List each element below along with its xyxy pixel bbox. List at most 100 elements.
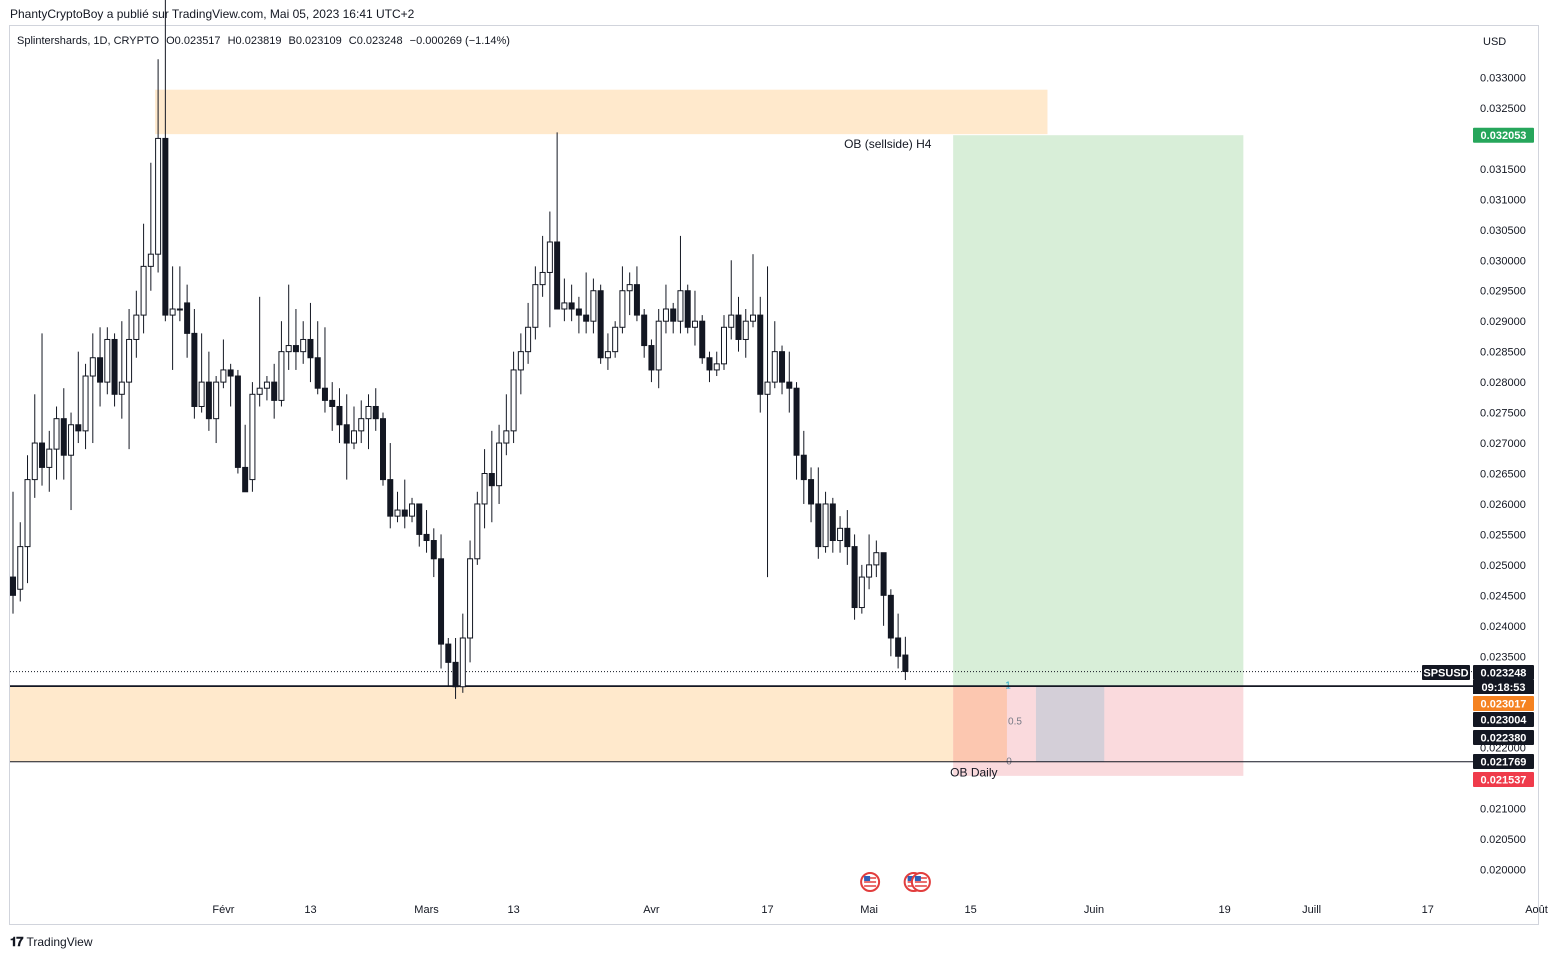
price-tag-0: 0.032053 <box>1473 127 1534 143</box>
candle-body-66 <box>488 473 495 487</box>
candle-body-43 <box>321 387 328 401</box>
candle-body-59 <box>438 558 445 645</box>
zone-overlap <box>953 685 1007 762</box>
footer-brand: TradingView <box>26 935 93 949</box>
candle-body-94 <box>691 320 698 328</box>
y-tick-19: 0.029500 <box>1480 286 1526 298</box>
y-tick-16: 0.028000 <box>1480 377 1526 389</box>
y-tick-21: 0.030500 <box>1480 225 1526 237</box>
candle-body-6 <box>53 418 60 450</box>
price-tag-1: 0.023248 SPSUSD 09:18:53 <box>1422 665 1534 694</box>
candle-body-108 <box>793 387 800 456</box>
candle-body-15 <box>118 381 125 395</box>
candle-body-105 <box>771 351 778 383</box>
candle-body-52 <box>387 479 394 517</box>
x-tick-7: 15 <box>965 904 977 916</box>
x-tick-0: Févr <box>212 904 234 916</box>
y-tick-13: 0.026500 <box>1480 469 1526 481</box>
candle-body-89 <box>655 320 662 371</box>
fib-label-0-5: 0.5 <box>1008 717 1022 728</box>
candle-body-72 <box>532 284 539 328</box>
candle-body-4 <box>39 442 46 468</box>
candle-body-79 <box>583 314 590 322</box>
candle-body-13 <box>104 338 111 383</box>
candle-body-68 <box>503 430 510 444</box>
candle-body-77 <box>568 302 575 310</box>
axis-currency: USD <box>1483 36 1506 48</box>
candle-body-35 <box>263 381 270 389</box>
y-tick-23: 0.031500 <box>1480 164 1526 176</box>
candle-body-14 <box>111 338 118 395</box>
candle-body-119 <box>873 552 880 566</box>
candle-body-1 <box>17 546 24 590</box>
candle-body-29 <box>220 369 227 383</box>
candle-body-3 <box>31 442 38 481</box>
chart-frame[interactable] <box>9 25 1539 925</box>
candle-body-38 <box>285 345 292 353</box>
candle-body-65 <box>481 473 488 505</box>
position-profit-zone <box>953 135 1244 686</box>
candle-body-10 <box>82 375 89 432</box>
tradingview-logo-icon[interactable]: 𝟏𝟕 <box>10 934 24 949</box>
x-tick-10: Juill <box>1302 904 1321 916</box>
candle-body-34 <box>256 387 263 395</box>
candle-body-95 <box>699 320 706 359</box>
y-tick-9: 0.024500 <box>1480 590 1526 602</box>
candle-body-92 <box>677 290 684 322</box>
candle-body-28 <box>213 381 220 420</box>
candle-body-113 <box>829 503 836 542</box>
candle-body-46 <box>343 424 350 444</box>
candle-body-83 <box>612 326 619 353</box>
candle-body-84 <box>619 290 626 328</box>
candle-body-22 <box>169 308 176 316</box>
candle-body-8 <box>68 424 75 456</box>
candle-body-53 <box>394 509 401 517</box>
y-tick-10: 0.025000 <box>1480 560 1526 572</box>
y-tick-2: 0.021000 <box>1480 804 1526 816</box>
candle-body-78 <box>575 308 582 316</box>
candle-body-51 <box>380 418 387 481</box>
candle-body-64 <box>474 503 481 560</box>
candle-body-12 <box>97 357 104 383</box>
price-tag-6: 0.021537 <box>1473 772 1534 787</box>
footer: 𝟏𝟕 TradingView <box>10 934 93 950</box>
price-tag-label-3: 0.023004 <box>1481 715 1528 727</box>
candle-body-16 <box>126 338 133 383</box>
zone-label-sellside: OB (sellside) H4 <box>844 137 932 151</box>
candle-body-5 <box>46 448 53 468</box>
zone-1 <box>10 685 954 762</box>
legend-symbol[interactable]: Splintershards, 1D, CRYPTO <box>17 35 160 47</box>
candle-body-56 <box>416 503 423 535</box>
candle-body-100 <box>735 314 742 340</box>
y-tick-17: 0.028500 <box>1480 347 1526 359</box>
candle-body-112 <box>822 503 829 548</box>
y-tick-4: 0.022000 <box>1480 743 1526 755</box>
price-tag-label-2: 0.023017 <box>1481 699 1527 711</box>
candle-body-57 <box>423 533 430 542</box>
candle-body-73 <box>539 271 546 286</box>
candle-body-21 <box>162 137 169 316</box>
candle-body-70 <box>517 351 524 371</box>
fib-box <box>1035 685 1105 762</box>
x-tick-9: 19 <box>1218 904 1230 916</box>
y-tick-25: 0.032500 <box>1480 103 1526 115</box>
y-tick-20: 0.030000 <box>1480 255 1526 267</box>
x-tick-1: 13 <box>304 904 316 916</box>
legend-high: H0.023819 <box>227 35 282 47</box>
candle-body-36 <box>271 381 278 401</box>
candle-body-58 <box>430 540 437 560</box>
candle-body-62 <box>459 637 466 688</box>
candle-body-55 <box>409 503 416 517</box>
candle-body-75 <box>554 241 561 310</box>
candle-body-102 <box>750 314 757 322</box>
x-tick-11: 17 <box>1422 904 1434 916</box>
candle-body-31 <box>234 375 241 468</box>
y-tick-14: 0.027000 <box>1480 438 1526 450</box>
x-tick-2: Mars <box>414 904 439 916</box>
candle-body-44 <box>329 399 336 407</box>
candle-body-42 <box>314 357 321 389</box>
price-tag-label-0: 0.032053 <box>1481 130 1527 142</box>
candle-body-40 <box>300 338 307 353</box>
candle-body-106 <box>779 351 786 383</box>
